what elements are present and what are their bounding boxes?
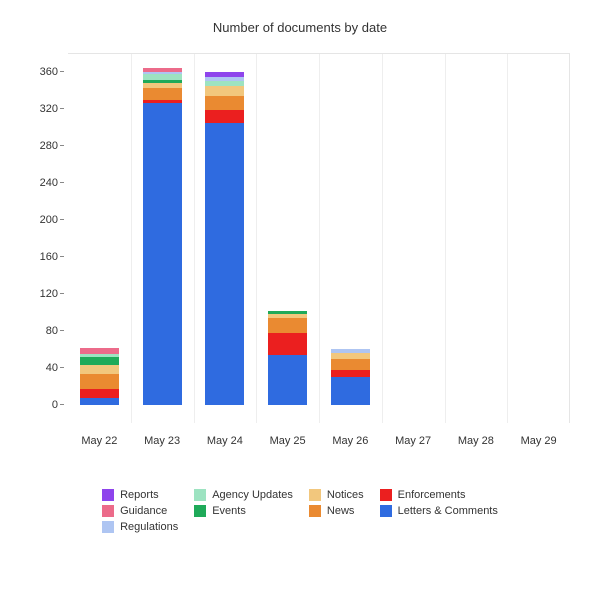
legend-swatch <box>194 505 206 517</box>
y-tick-mark <box>60 293 64 294</box>
y-tick-mark <box>60 219 64 220</box>
legend-label: Regulations <box>120 521 178 533</box>
y-tick-mark <box>60 145 64 146</box>
bar-segment-enforcements <box>268 333 307 354</box>
legend-swatch <box>309 489 321 501</box>
y-axis: 0 40 80 120 160 200 240 280 320 360 <box>20 43 64 423</box>
legend-label: Letters & Comments <box>398 505 498 517</box>
legend-column: Reports Guidance Regulations <box>102 489 178 533</box>
gridline-vertical <box>131 54 132 423</box>
gridline-vertical <box>445 54 446 423</box>
bar-segment-news <box>143 88 182 100</box>
legend: Reports Guidance Regulations Agency Updates… <box>20 489 580 533</box>
chart-container: Number of documents by date 0 40 80 120 160 2… <box>20 20 580 580</box>
legend-column: Enforcements Letters & Comments <box>380 489 498 533</box>
y-tick-mark <box>60 404 64 405</box>
bar-segment-letters-comments <box>331 377 370 405</box>
y-tick-mark <box>60 71 64 72</box>
y-tick-mark <box>60 108 64 109</box>
bar-group <box>80 348 119 404</box>
y-tick-label: 280 <box>40 140 58 152</box>
bar-segment-events <box>80 357 119 364</box>
legend-swatch <box>380 489 392 501</box>
legend-item-letters-comments: Letters & Comments <box>380 505 498 517</box>
bar-segment-news <box>268 318 307 334</box>
legend-label: News <box>327 505 355 517</box>
y-tick-mark <box>60 367 64 368</box>
x-tick-label: May 23 <box>144 435 180 447</box>
legend-label: Enforcements <box>398 489 466 501</box>
x-tick-label: May 28 <box>458 435 494 447</box>
legend-swatch <box>380 505 392 517</box>
legend-label: Reports <box>120 489 159 501</box>
x-tick-label: May 22 <box>81 435 117 447</box>
bar-segment-letters-comments <box>205 123 244 404</box>
bar-segment-enforcements <box>80 389 119 398</box>
bar-segment-enforcements <box>205 110 244 123</box>
legend-item-regulations: Regulations <box>102 521 178 533</box>
plot-area: May 22May 23May 24May 25May 26May 27May … <box>68 53 570 423</box>
y-tick-mark <box>60 330 64 331</box>
x-tick-label: May 26 <box>332 435 368 447</box>
bar-segment-letters-comments <box>268 355 307 405</box>
legend-label: Events <box>212 505 246 517</box>
legend-swatch <box>102 521 114 533</box>
bar-group <box>331 349 370 404</box>
bar-segment-notices <box>205 86 244 95</box>
gridline-vertical <box>382 54 383 423</box>
y-tick-label: 160 <box>40 251 58 263</box>
legend-item-events: Events <box>194 505 293 517</box>
y-tick-label: 40 <box>46 362 58 374</box>
bar-group <box>205 72 244 405</box>
bar-segment-news <box>331 359 370 370</box>
legend-swatch <box>194 489 206 501</box>
y-tick-label: 200 <box>40 214 58 226</box>
bar-segment-news <box>205 96 244 111</box>
gridline-vertical <box>507 54 508 423</box>
legend-column: Notices News <box>309 489 364 533</box>
legend-label: Agency Updates <box>212 489 293 501</box>
legend-item-enforcements: Enforcements <box>380 489 498 501</box>
y-tick-label: 360 <box>40 66 58 78</box>
bar-segment-letters-comments <box>143 103 182 405</box>
x-tick-label: May 29 <box>521 435 557 447</box>
legend-column: Agency Updates Events <box>194 489 293 533</box>
bar-segment-news <box>80 374 119 389</box>
y-tick-label: 240 <box>40 177 58 189</box>
x-tick-label: May 24 <box>207 435 243 447</box>
x-tick-label: May 25 <box>270 435 306 447</box>
gridline-vertical <box>256 54 257 423</box>
gridline-vertical <box>194 54 195 423</box>
legend-swatch <box>309 505 321 517</box>
plot-area-wrap: 04080120160200240280320360 May 22May 23M… <box>20 43 580 463</box>
bar-segment-notices <box>80 365 119 374</box>
y-tick-mark <box>60 256 64 257</box>
x-tick-label: May 27 <box>395 435 431 447</box>
y-tick-mark <box>60 182 64 183</box>
bar-segment-letters-comments <box>80 398 119 404</box>
legend-label: Notices <box>327 489 364 501</box>
y-tick-label: 120 <box>40 288 58 300</box>
legend-item-news: News <box>309 505 364 517</box>
gridline-vertical <box>319 54 320 423</box>
bar-group <box>268 311 307 404</box>
legend-item-agency-updates: Agency Updates <box>194 489 293 501</box>
legend-swatch <box>102 489 114 501</box>
legend-item-reports: Reports <box>102 489 178 501</box>
bar-group <box>143 68 182 405</box>
legend-item-notices: Notices <box>309 489 364 501</box>
legend-item-guidance: Guidance <box>102 505 178 517</box>
legend-swatch <box>102 505 114 517</box>
legend-label: Guidance <box>120 505 167 517</box>
y-tick-label: 0 <box>52 399 58 411</box>
y-tick-label: 320 <box>40 103 58 115</box>
y-tick-label: 80 <box>46 325 58 337</box>
chart-title: Number of documents by date <box>20 20 580 35</box>
